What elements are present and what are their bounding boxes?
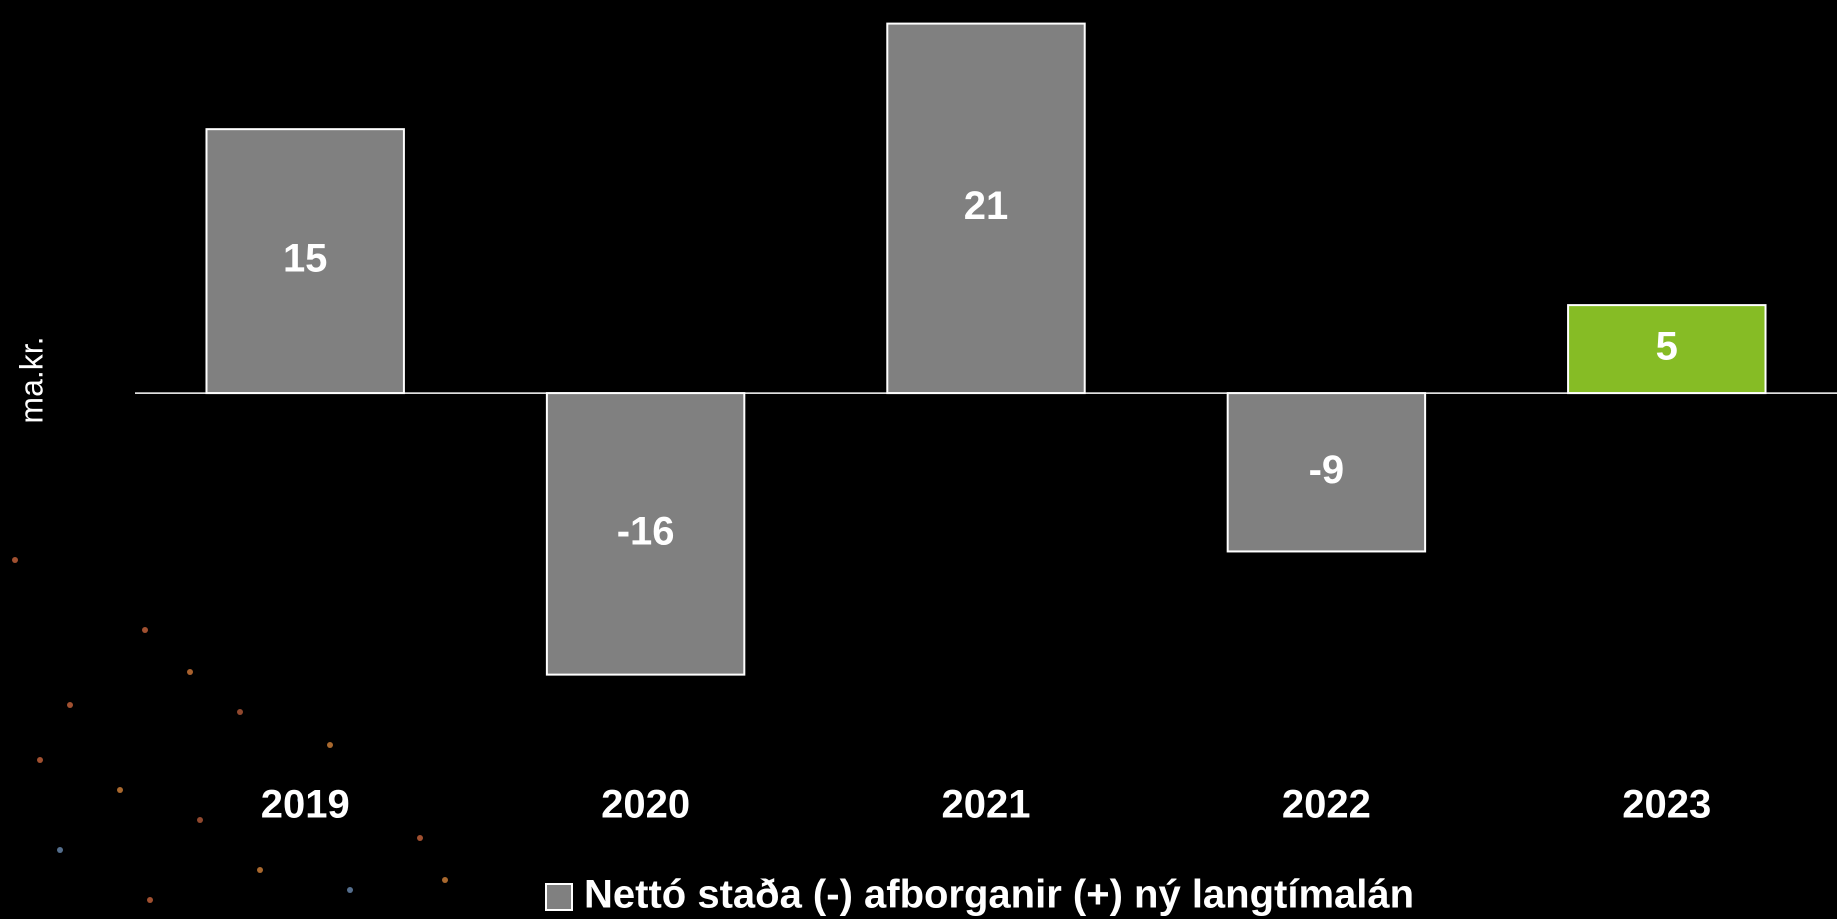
y-axis-label: ma.kr. [13, 336, 49, 423]
data-label: 15 [283, 237, 328, 281]
decoration [12, 557, 448, 903]
x-tick-label: 2020 [601, 783, 690, 827]
data-label: 21 [964, 184, 1009, 228]
legend-label: Nettó staða (-) afborganir (+) ný langtí… [584, 873, 1414, 917]
data-label: 5 [1656, 325, 1678, 369]
bar [1226, 392, 1427, 553]
x-tick-label: 2022 [1282, 783, 1371, 827]
x-tick-label: 2021 [942, 783, 1031, 827]
x-tick-label: 2023 [1622, 783, 1711, 827]
x-tick-label: 2019 [261, 783, 350, 827]
legend-swatch [545, 883, 573, 911]
data-label: -9 [1309, 448, 1345, 492]
bar [886, 22, 1086, 395]
bar [205, 128, 405, 395]
data-label: -16 [617, 509, 675, 553]
bar [1567, 304, 1767, 395]
